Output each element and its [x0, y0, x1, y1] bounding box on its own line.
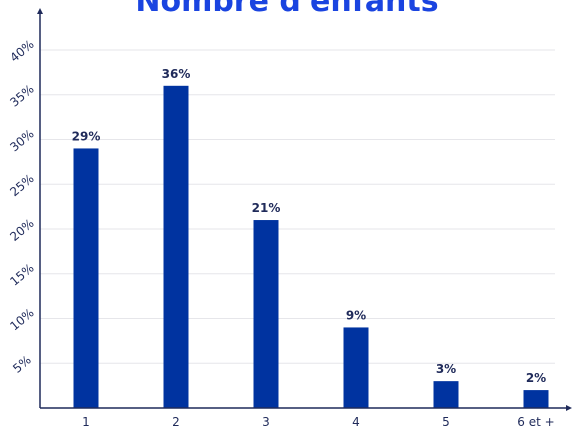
bar-2 [163, 85, 189, 409]
bars [73, 85, 549, 409]
x-tick-label: 4 [352, 415, 360, 429]
x-tick-label: 3 [262, 415, 270, 429]
y-tick-label: 10% [7, 306, 36, 334]
y-axis-arrow-icon [37, 8, 43, 14]
bar-3 [253, 220, 279, 408]
y-tick-labels: 5% 10% 15% 20% 25% 30% 35% 40% [7, 37, 36, 376]
y-tick-label: 25% [7, 171, 36, 199]
data-label: 29% [72, 129, 101, 143]
y-tick-label: 15% [7, 261, 36, 289]
y-tick-label: 5% [10, 353, 34, 376]
data-labels: 29% 36% 21% 9% 3% 2% [72, 67, 547, 385]
y-tick-label: 35% [7, 82, 36, 110]
y-tick-label: 30% [7, 127, 36, 155]
data-label: 21% [252, 201, 281, 215]
axes [37, 8, 572, 411]
x-axis-arrow-icon [566, 405, 572, 411]
data-label: 36% [162, 67, 191, 81]
x-tick-labels: 1 2 3 4 5 6 et + [82, 415, 555, 429]
y-tick-label: 40% [7, 37, 36, 65]
x-tick-label: 5 [442, 415, 450, 429]
gridlines [40, 49, 555, 364]
bar-1 [73, 148, 99, 408]
x-tick-label: 6 et + [517, 415, 554, 429]
data-label: 3% [436, 362, 456, 376]
bar-5 [433, 381, 459, 408]
bar-6 [523, 390, 549, 408]
x-tick-label: 1 [82, 415, 90, 429]
y-tick-label: 20% [7, 216, 36, 244]
bar-4 [343, 327, 369, 408]
chart-title: Nombre d'enfants [135, 0, 439, 19]
data-label: 2% [526, 371, 546, 385]
x-tick-label: 2 [172, 415, 180, 429]
data-label: 9% [346, 308, 366, 322]
